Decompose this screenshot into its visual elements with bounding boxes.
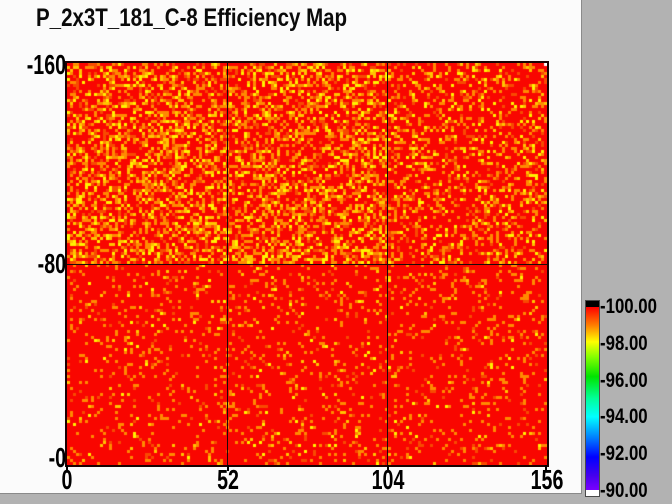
colorbar-tick-label-98: -98.00 [600,332,648,355]
colorbar-gradient [586,307,599,490]
colorbar-tick-label-90: -90.00 [600,479,648,502]
x-tick-label-104: 104 [371,464,405,495]
x-tick-mark-52 [227,465,229,471]
y-tick-label-160: -160 [26,49,66,80]
colorbar [585,300,600,497]
x-tick-label-52: 52 [217,464,239,495]
x-tick-label-156: 156 [530,464,564,495]
x-tick-label-0: 0 [61,464,73,495]
x-tick-mark-0 [66,465,68,471]
colorbar-over-range-cap [586,301,599,307]
colorbar-tick-label-96: -96.00 [600,369,648,392]
colorbar-tick-label-100: -100.00 [600,295,657,318]
chart-title: P_2x3T_181_C-8 Efficiency Map [36,4,348,32]
plot-area [65,61,549,467]
x-tick-mark-156 [545,465,547,471]
y-tick-label-0: -0 [48,442,66,473]
grid-line-y-80 [67,264,547,265]
x-tick-mark-104 [387,465,389,471]
colorbar-tick-label-94: -94.00 [600,405,648,428]
colorbar-under-range-cap [586,490,599,496]
y-tick-label-80: -80 [37,248,66,279]
colorbar-tick-label-92: -92.00 [600,442,648,465]
